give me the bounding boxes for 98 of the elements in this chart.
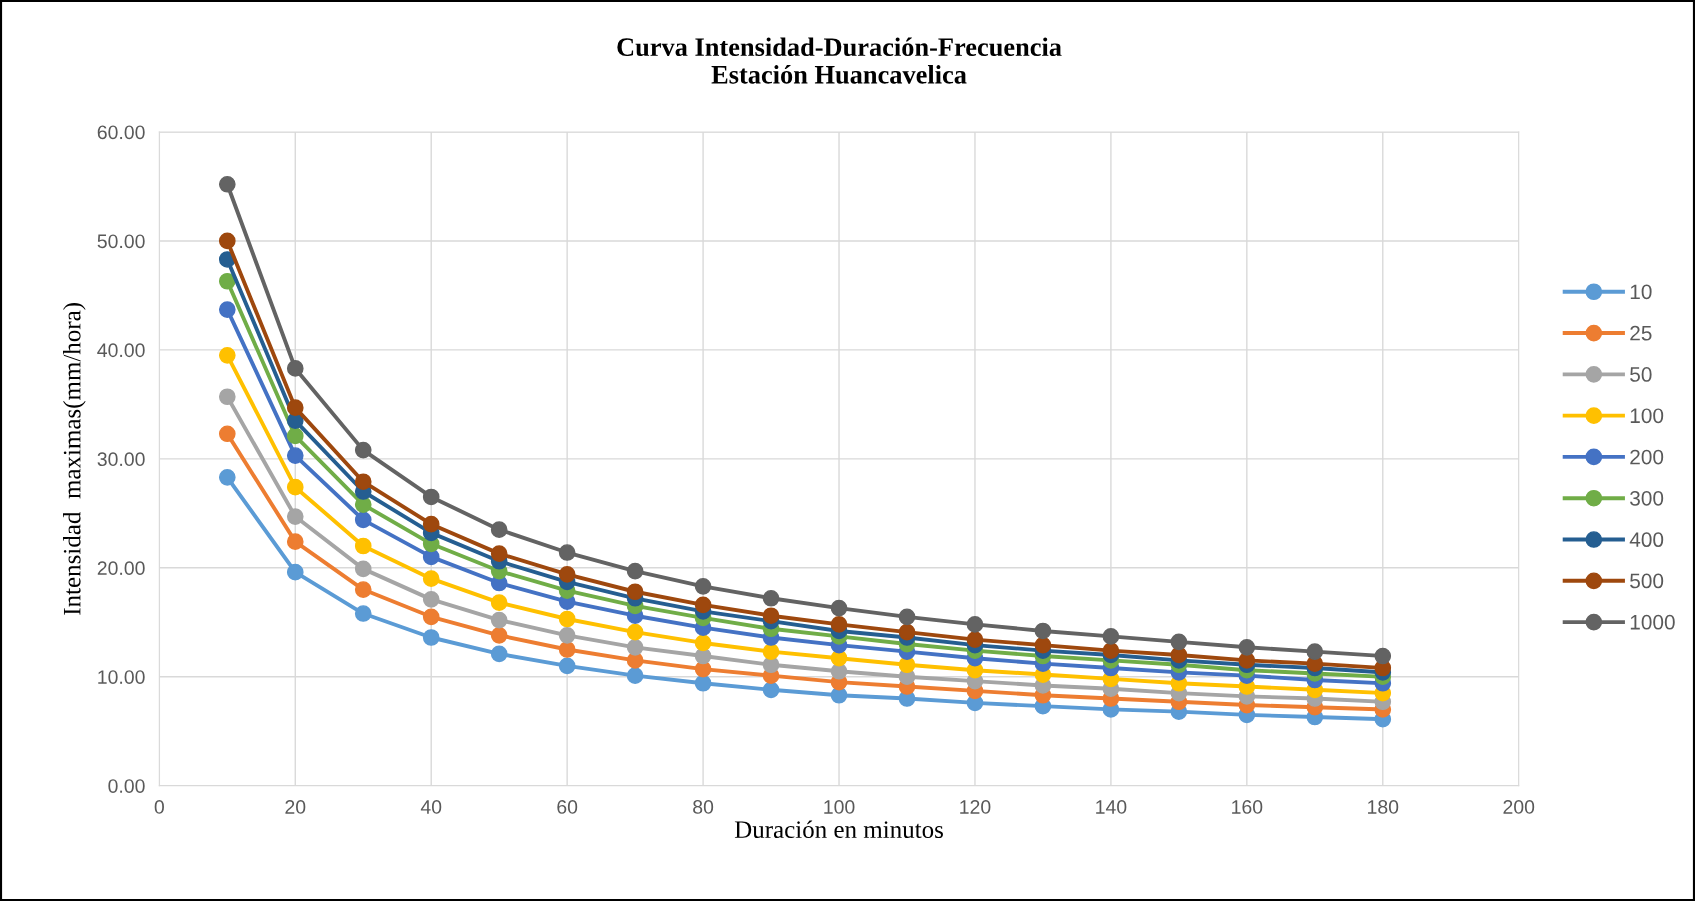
point <box>830 616 848 633</box>
point <box>286 399 304 416</box>
x-axis-title: Duración en minutos <box>734 820 943 839</box>
point <box>694 596 712 614</box>
point <box>490 645 508 663</box>
x-tick-label: 140 <box>1096 800 1127 814</box>
point <box>490 594 508 611</box>
x-tick-label: 100 <box>824 800 855 814</box>
point <box>218 232 236 250</box>
point <box>966 631 984 649</box>
legend-label: 1000 <box>1630 614 1675 630</box>
y-tick-label: 20.00 <box>97 561 145 576</box>
point <box>422 608 440 626</box>
point <box>1034 622 1052 640</box>
point <box>490 545 508 562</box>
point <box>626 562 644 580</box>
point <box>898 608 916 626</box>
x-tick-label: 200 <box>1503 800 1535 814</box>
point <box>1102 628 1120 645</box>
point <box>354 441 372 459</box>
legend-label: 300 <box>1630 490 1664 506</box>
point <box>354 511 372 529</box>
point <box>626 667 644 684</box>
point <box>286 563 304 581</box>
point <box>558 565 576 583</box>
x-tick-label: 80 <box>693 800 714 814</box>
x-tick-label: 180 <box>1368 800 1399 814</box>
point <box>354 537 372 555</box>
legend-label: 500 <box>1630 573 1664 589</box>
point <box>762 643 780 661</box>
point <box>558 657 576 675</box>
point <box>286 427 304 445</box>
point <box>490 521 508 538</box>
y-tick-label: 40.00 <box>97 343 145 358</box>
point <box>286 478 304 496</box>
legend-label: 50 <box>1630 367 1652 382</box>
point <box>422 488 440 506</box>
y-tick-label: 50.00 <box>97 234 145 249</box>
legend-label: 200 <box>1630 449 1664 465</box>
point <box>422 591 440 608</box>
legend-label: 400 <box>1629 532 1664 548</box>
point <box>422 515 440 533</box>
point <box>422 629 440 646</box>
point <box>558 544 576 561</box>
point <box>830 599 848 617</box>
point <box>218 425 236 443</box>
point <box>558 626 576 644</box>
point <box>354 581 372 598</box>
legend-label: 10 <box>1630 284 1652 300</box>
point <box>218 347 236 364</box>
point <box>1102 642 1120 659</box>
point <box>218 388 236 406</box>
y-axis-title: Intensidad maximas(mm/hora) <box>63 303 86 615</box>
point <box>286 360 304 377</box>
point <box>762 681 780 699</box>
point <box>694 674 712 692</box>
y-tick-label: 10.00 <box>98 670 145 684</box>
point <box>1306 643 1324 661</box>
point <box>558 610 576 628</box>
point <box>626 638 644 656</box>
point <box>354 473 372 491</box>
point <box>558 641 576 658</box>
point <box>762 589 780 607</box>
point <box>626 623 644 641</box>
point <box>490 626 508 644</box>
point <box>966 616 984 633</box>
point <box>694 634 712 652</box>
point <box>422 570 440 588</box>
point <box>286 508 304 525</box>
point <box>218 469 236 486</box>
x-tick-label: 40 <box>420 800 442 814</box>
x-tick-label: 120 <box>960 800 991 814</box>
point <box>1238 638 1256 656</box>
point <box>694 577 712 595</box>
point <box>354 605 372 622</box>
point <box>286 533 304 550</box>
point <box>1170 633 1188 651</box>
point <box>286 447 304 464</box>
point <box>218 175 236 193</box>
point <box>1034 636 1052 654</box>
point <box>354 560 372 578</box>
point <box>762 607 780 625</box>
x-tick-label: 60 <box>557 800 578 814</box>
chart-title: Curva Intensidad-Duración-Frecuencia Estación Huancavelica <box>617 37 1062 84</box>
x-tick-label: 20 <box>285 800 306 814</box>
legend-label: 25 <box>1630 325 1652 341</box>
point <box>218 301 236 318</box>
x-tick-label: 0 <box>154 800 164 814</box>
legend-label: 100 <box>1630 408 1664 424</box>
point <box>490 611 508 629</box>
point <box>1374 647 1392 665</box>
x-tick-label: 160 <box>1232 800 1263 814</box>
point <box>898 623 916 641</box>
point <box>626 583 644 601</box>
y-tick-label: 60.00 <box>97 125 145 140</box>
point <box>218 272 236 290</box>
y-tick-label: 30.00 <box>97 452 145 467</box>
y-tick-label: 0.00 <box>108 779 145 793</box>
